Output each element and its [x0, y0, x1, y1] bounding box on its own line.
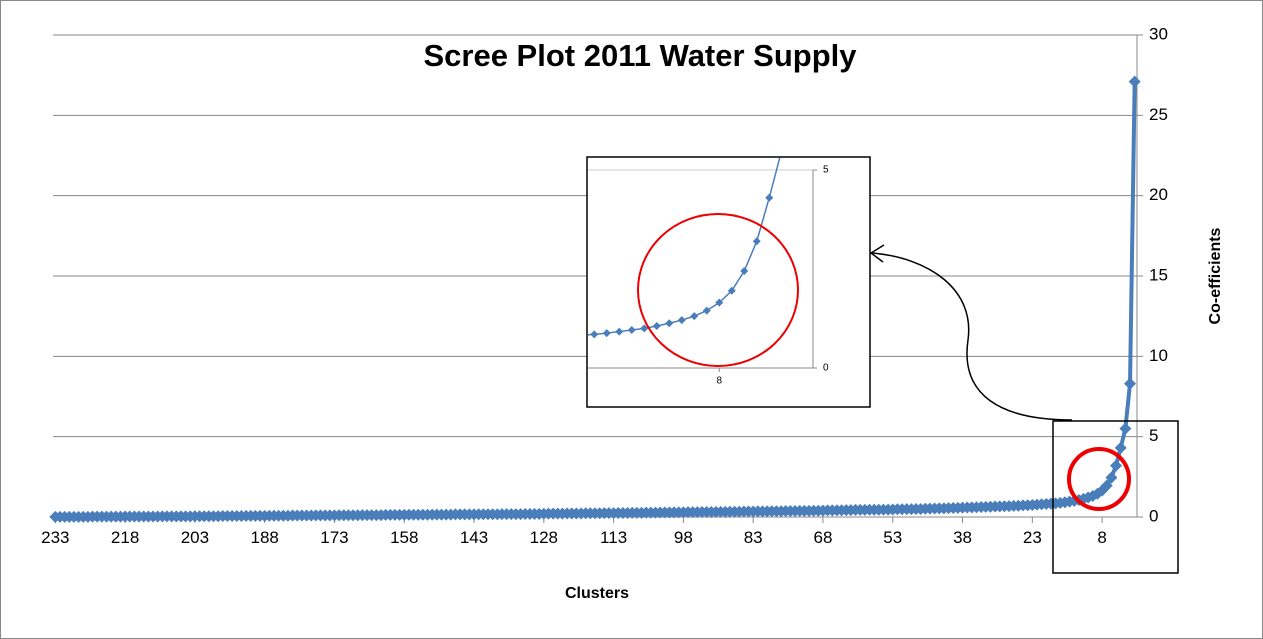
x-tick-label: 53 [883, 528, 902, 547]
x-axis-label: Clusters [565, 585, 629, 602]
data-point [590, 330, 599, 339]
chart-title: Scree Plot 2011 Water Supply [423, 38, 857, 73]
y-tick-label: 10 [1149, 346, 1168, 365]
x-tick-label: 158 [390, 528, 418, 547]
data-point [727, 286, 736, 295]
y-tick-label: 30 [1149, 24, 1168, 43]
data-point [640, 324, 649, 333]
x-tick-label: 143 [460, 528, 488, 547]
x-tick-label: 23 [1023, 528, 1042, 547]
x-tick-label: 38 [953, 528, 972, 547]
inset-circle [637, 213, 799, 367]
plot: 0 5 10 15 20 25 30 233 218 203 188 173 158 143 128 113 9… [41, 24, 1168, 546]
x-tick-label: 173 [320, 528, 348, 547]
arrow-head [869, 244, 885, 263]
data-point [665, 319, 674, 328]
x-tick-label: 68 [814, 528, 833, 547]
data-point [1114, 441, 1127, 454]
y-axis-label: Co-efficients [1207, 227, 1224, 324]
data-point [690, 312, 699, 321]
inset-plot: 0 5 8 [588, 158, 829, 387]
data-point [1110, 459, 1123, 472]
data-point [677, 316, 686, 325]
series-group [588, 158, 781, 339]
x-tick-label: 203 [181, 528, 209, 547]
arrow [871, 252, 1073, 421]
data-point [615, 327, 624, 336]
x-tick-label: 218 [111, 528, 139, 547]
x-tick-label: 128 [530, 528, 558, 547]
data-point [1119, 422, 1132, 435]
data-point [627, 325, 636, 334]
y-tick-label: 0 [823, 363, 829, 374]
x-tick-label: 188 [250, 528, 278, 547]
x-tick-label: 113 [600, 528, 627, 547]
highlight-circle [1067, 447, 1131, 511]
data-point [702, 306, 711, 315]
x-tick-label: 98 [674, 528, 693, 547]
data-point [602, 329, 611, 338]
x-tick-label: 83 [744, 528, 763, 547]
data-point [740, 266, 749, 275]
data-point [1100, 479, 1113, 492]
zoom-box [1052, 420, 1179, 574]
data-point [765, 193, 774, 202]
data-point [652, 322, 661, 331]
y-tick-label: 25 [1149, 105, 1168, 124]
data-point [752, 237, 761, 246]
y-tick-label: 5 [823, 165, 829, 176]
y-tick-label: 5 [1149, 426, 1158, 445]
y-tick-label: 20 [1149, 185, 1168, 204]
x-tick-label: 233 [41, 528, 69, 547]
x-tick-label: 8 [716, 376, 722, 387]
x-tick-label: 8 [1097, 528, 1106, 547]
data-point [1124, 377, 1137, 390]
data-point [1105, 471, 1118, 484]
data-point [1128, 75, 1141, 88]
y-tick-label: 15 [1149, 265, 1168, 284]
y-tick-label: 0 [1149, 506, 1158, 525]
data-point [715, 298, 724, 307]
